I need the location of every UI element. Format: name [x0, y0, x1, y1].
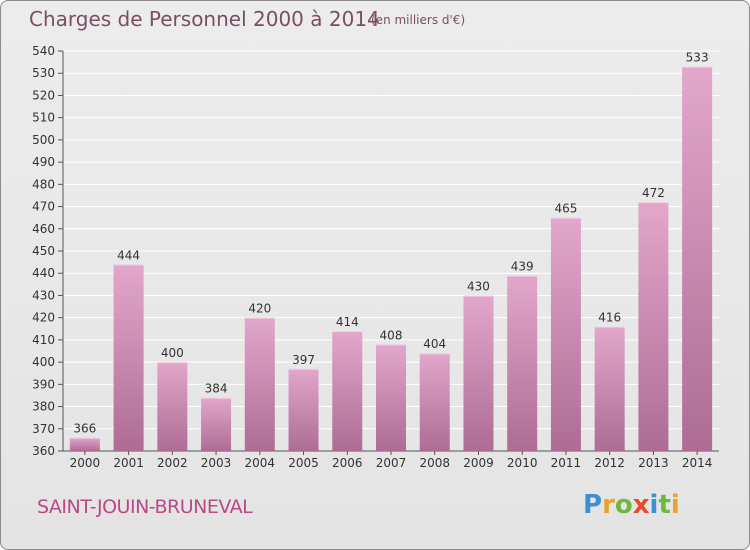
x-tick-label: 2005	[288, 456, 319, 470]
y-tick-label: 500	[32, 133, 55, 147]
bar	[244, 317, 275, 451]
bar-value-label: 404	[423, 337, 446, 351]
y-tick-label: 490	[32, 155, 55, 169]
bar-value-label: 533	[686, 51, 709, 65]
bar-value-label: 420	[248, 302, 271, 316]
logo-letter: o	[614, 490, 633, 520]
x-tick-label: 2000	[70, 456, 101, 470]
chart-title: Charges de Personnel 2000 à 2014	[29, 7, 380, 31]
bar-value-label: 408	[380, 328, 403, 342]
bar-value-label: 416	[598, 311, 621, 325]
bar-value-label: 400	[161, 346, 184, 360]
x-tick-label: 2003	[201, 456, 232, 470]
bar-value-label: 397	[292, 353, 315, 367]
x-tick-label: 2010	[507, 456, 538, 470]
x-tick-label: 2002	[157, 456, 188, 470]
bar-value-label: 366	[73, 422, 96, 436]
logo-letter: i	[649, 490, 659, 520]
bars	[69, 66, 713, 452]
chart-subtitle: (en milliers d'€)	[371, 13, 466, 27]
y-tick-label: 530	[32, 66, 55, 80]
logo-letter: P	[583, 490, 603, 520]
bar	[594, 326, 625, 451]
bar	[288, 368, 319, 451]
y-tick-label: 380	[32, 400, 55, 414]
bar	[682, 66, 713, 452]
axes: 360 370 380 390 400 410 420 430 440 450 460 470 480 4…	[32, 44, 719, 470]
logo-letter: i	[670, 490, 680, 520]
x-tick-label: 2013	[638, 456, 669, 470]
y-tick-label: 510	[32, 111, 55, 125]
x-tick-label: 2008	[419, 456, 450, 470]
y-tick-label: 480	[32, 177, 55, 191]
y-tick-label: 370	[32, 422, 55, 436]
x-tick-label: 2014	[682, 456, 713, 470]
bar	[507, 275, 538, 451]
logo-letter: x	[632, 490, 650, 520]
data-labels: 366 444 400 384 420 397 414 408 404 430 439 465 416 4…	[73, 51, 708, 436]
bar	[376, 344, 406, 451]
x-tick-label: 2012	[594, 456, 625, 470]
bar-value-label: 384	[205, 382, 228, 396]
x-tick-label: 2011	[551, 456, 582, 470]
bar	[113, 264, 144, 451]
y-tick-label: 440	[32, 266, 55, 280]
x-tick-label: 2004	[245, 456, 276, 470]
y-tick-label: 430	[32, 288, 55, 302]
bar	[463, 295, 494, 451]
x-tick-label: 2006	[332, 456, 363, 470]
commune-name: SAINT-JOUIN-BRUNEVAL	[37, 496, 253, 518]
y-tick-label: 450	[32, 244, 55, 258]
y-tick-label: 520	[32, 88, 55, 102]
bar	[201, 397, 232, 451]
x-tick-label: 2009	[463, 456, 494, 470]
proxiti-logo[interactable]: Proxiti	[583, 490, 680, 520]
bar-value-label: 444	[117, 248, 140, 262]
bar	[157, 362, 188, 451]
logo-letter: t	[658, 490, 671, 520]
x-tick-label: 2001	[113, 456, 144, 470]
bar-value-label: 465	[554, 202, 577, 216]
y-tick-label: 420	[32, 311, 55, 325]
bar	[69, 437, 100, 451]
bar	[638, 202, 669, 451]
y-tick-label: 390	[32, 377, 55, 391]
logo-letter: r	[602, 490, 615, 520]
bar	[332, 331, 363, 451]
y-tick-label: 470	[32, 200, 55, 214]
bar	[550, 217, 581, 451]
y-tick-label: 400	[32, 355, 55, 369]
bar-value-label: 472	[642, 186, 665, 200]
y-tick-label: 410	[32, 333, 55, 347]
bar-value-label: 439	[511, 259, 534, 273]
bar-value-label: 414	[336, 315, 359, 329]
y-tick-label: 540	[32, 44, 55, 58]
bar	[419, 353, 450, 451]
y-tick-label: 360	[32, 444, 55, 458]
y-tick-label: 460	[32, 222, 55, 236]
bar-value-label: 430	[467, 279, 490, 293]
x-tick-label: 2007	[376, 456, 407, 470]
